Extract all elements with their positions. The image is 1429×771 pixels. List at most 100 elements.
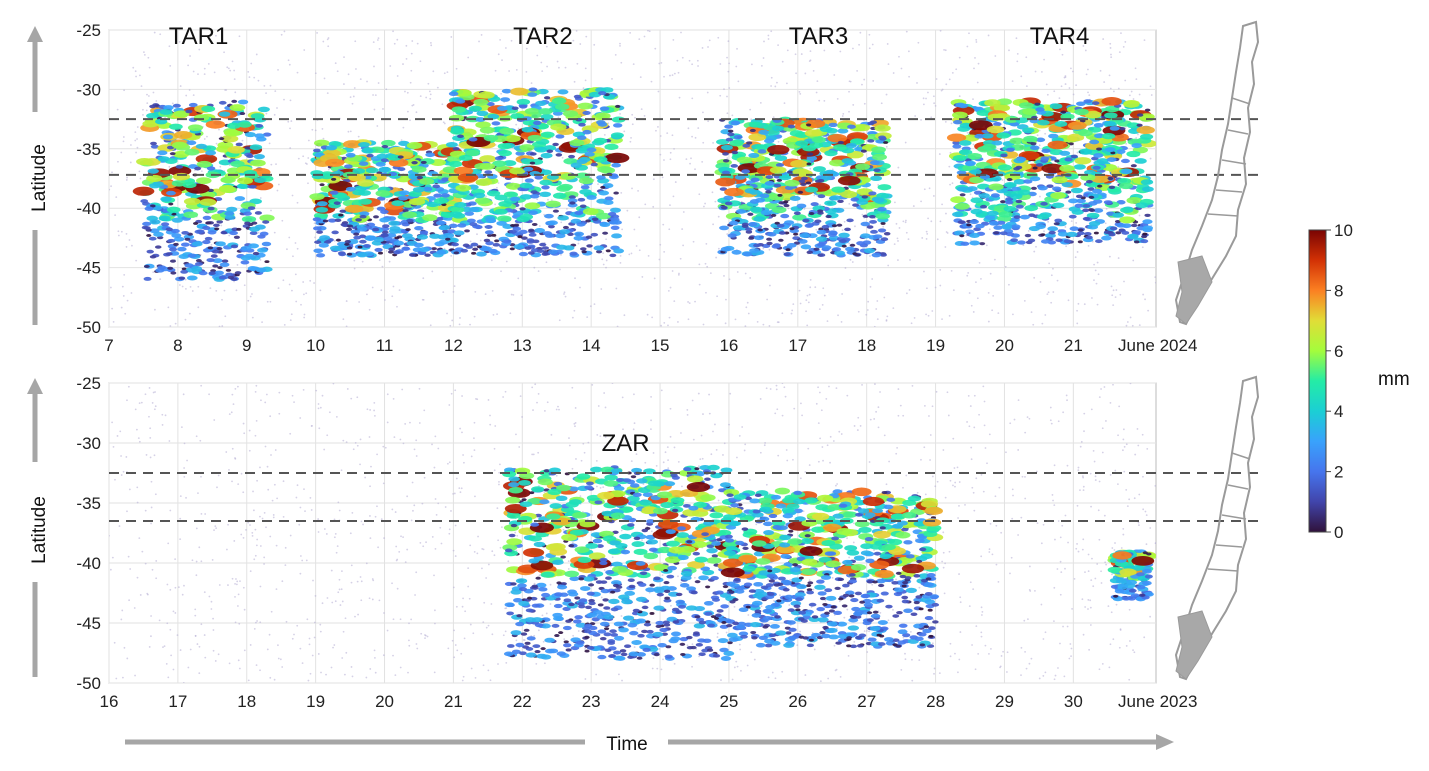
trace-marker (897, 259, 899, 261)
trace-marker (658, 258, 661, 261)
precip-marker (1087, 187, 1095, 191)
precip-marker (987, 210, 999, 217)
precip-marker (416, 175, 424, 180)
trace-marker (269, 535, 272, 538)
trace-marker (923, 270, 925, 273)
trace-marker (145, 109, 148, 112)
precip-marker (959, 140, 972, 146)
trace-marker (323, 528, 326, 530)
trace-marker (619, 254, 622, 257)
trace-marker (314, 595, 317, 597)
precip-marker (344, 240, 351, 244)
trace-marker (818, 99, 821, 102)
trace-marker (1053, 175, 1056, 177)
precip-marker (244, 253, 255, 259)
trace-marker (1123, 280, 1125, 283)
precip-marker (374, 247, 383, 252)
precip-marker (237, 121, 252, 128)
trace-marker (188, 89, 191, 91)
precip-marker (867, 121, 875, 126)
trace-marker (1025, 667, 1028, 670)
precip-marker (165, 252, 173, 256)
trace-marker (491, 246, 494, 249)
trace-marker (736, 665, 739, 668)
trace-marker (1109, 402, 1112, 404)
precip-marker (827, 133, 848, 143)
precip-marker (346, 252, 353, 256)
precip-marker (328, 218, 337, 223)
precip-marker (529, 161, 536, 165)
trace-marker (819, 437, 822, 440)
precip-marker (1013, 215, 1021, 219)
precip-marker (736, 156, 753, 164)
trace-marker (469, 544, 472, 547)
trace-marker (602, 263, 605, 266)
precip-marker (509, 229, 517, 234)
precip-marker (576, 222, 586, 227)
trace-marker (869, 255, 871, 257)
precip-marker (954, 203, 970, 210)
trace-marker (673, 72, 676, 75)
precip-marker (870, 175, 883, 182)
trace-marker (928, 187, 931, 190)
precip-marker (215, 241, 226, 247)
trace-marker (259, 197, 262, 199)
trace-marker (138, 170, 141, 173)
trace-marker (949, 183, 951, 186)
precip-marker (552, 142, 559, 147)
trace-marker (977, 652, 980, 655)
trace-marker (302, 155, 305, 158)
trace-marker (669, 435, 672, 438)
trace-marker (760, 605, 763, 608)
precip-marker (1101, 133, 1116, 140)
trace-marker (922, 103, 925, 106)
trace-marker (491, 633, 494, 636)
trace-marker (128, 239, 131, 241)
precip-marker (539, 169, 552, 176)
precip-marker (1010, 238, 1019, 243)
precip-marker (1077, 240, 1083, 244)
precip-marker (974, 133, 985, 139)
precip-marker (233, 235, 240, 239)
trace-marker (1024, 431, 1027, 434)
trace-marker (362, 523, 364, 526)
trace-marker (1070, 655, 1072, 658)
trace-marker (998, 486, 1001, 489)
trace-marker (134, 70, 137, 73)
trace-marker (848, 202, 851, 205)
precip-marker (585, 219, 591, 223)
precip-marker (1086, 179, 1093, 184)
precip-marker (733, 134, 743, 140)
trace-marker (669, 74, 671, 77)
trace-marker (497, 663, 499, 665)
precip-marker (1130, 164, 1137, 168)
precip-marker (422, 186, 433, 192)
trace-marker (203, 73, 206, 76)
precip-marker (445, 141, 458, 148)
trace-marker (360, 520, 363, 523)
trace-marker (1065, 245, 1068, 248)
precip-marker (386, 232, 397, 238)
precip-marker (406, 142, 423, 149)
trace-marker (848, 90, 850, 93)
trace-marker (233, 78, 236, 80)
precip-marker (1023, 179, 1033, 184)
trace-marker (902, 220, 905, 223)
precip-marker (880, 222, 886, 225)
trace-marker (804, 471, 807, 473)
trace-marker (918, 659, 921, 662)
precip-marker (569, 251, 578, 256)
trace-marker (1027, 618, 1029, 621)
precip-marker (472, 247, 479, 251)
trace-marker (629, 140, 632, 143)
precip-marker (545, 200, 561, 208)
precip-marker (1119, 127, 1126, 131)
trace-marker (948, 78, 951, 81)
trace-marker (692, 438, 695, 441)
trace-marker (904, 652, 906, 655)
precip-marker (534, 146, 548, 153)
precip-marker (831, 186, 846, 193)
trace-marker (1035, 245, 1037, 248)
precip-marker (378, 166, 390, 173)
trace-marker (453, 492, 456, 495)
